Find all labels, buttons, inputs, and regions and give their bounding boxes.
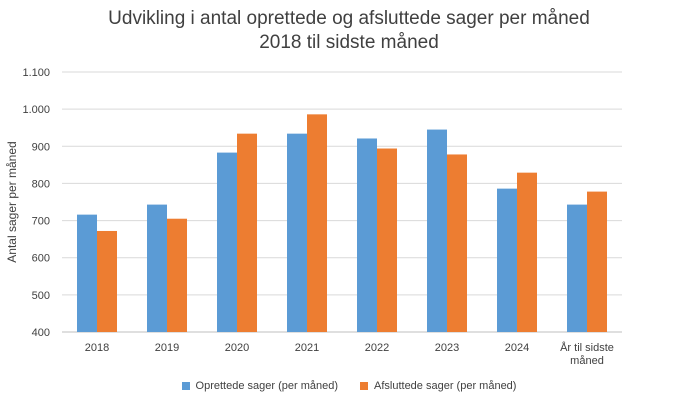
x-tick-label: 2018 (85, 342, 109, 354)
bar (237, 133, 257, 332)
legend: Oprettede sager (per måned) Afsluttede s… (0, 380, 698, 392)
y-tick-label: 900 (32, 141, 50, 153)
bar (427, 129, 447, 332)
x-tick-label: 2020 (225, 342, 249, 354)
y-tick-label: 400 (32, 327, 50, 339)
bar (567, 204, 587, 332)
bar (97, 230, 117, 332)
chart-subtitle: 2018 til sidste måned (259, 32, 439, 53)
x-tick-label: måned (570, 355, 604, 367)
y-tick-label: 700 (32, 216, 50, 228)
x-tick-label: 2022 (365, 342, 389, 354)
y-tick-label: 1.100 (22, 67, 50, 79)
x-tick-label: År til sidste (560, 341, 614, 354)
legend-swatch-afsluttede (360, 382, 368, 390)
y-tick-label: 500 (32, 290, 50, 302)
x-tick-label: 2021 (295, 342, 319, 354)
bar (517, 172, 537, 332)
legend-item-afsluttede: Afsluttede sager (per måned) (360, 380, 516, 392)
bar (77, 214, 97, 332)
legend-label-afsluttede: Afsluttede sager (per måned) (374, 380, 517, 392)
bar (217, 152, 237, 332)
y-tick-label: 600 (32, 253, 50, 265)
chart-title: Udvikling i antal oprettede og afslutted… (108, 8, 590, 29)
bar (147, 204, 167, 332)
bar (447, 154, 467, 332)
bar (167, 218, 187, 332)
bar (307, 114, 327, 332)
bar (377, 148, 397, 332)
x-tick-label: 2023 (435, 342, 459, 354)
x-tick-label: 2019 (155, 342, 179, 354)
bar (587, 191, 607, 332)
bar (287, 133, 307, 332)
bar (357, 138, 377, 332)
y-axis-title: Antal sager per måned (5, 141, 19, 262)
x-tick-label: 2024 (505, 342, 529, 354)
bar (497, 188, 517, 332)
y-tick-label: 1.000 (22, 104, 50, 116)
legend-label-oprettede: Oprettede sager (per måned) (195, 380, 338, 392)
legend-swatch-oprettede (181, 382, 190, 390)
legend-item-oprettede: Oprettede sager (per måned) (181, 380, 338, 392)
y-tick-label: 800 (32, 178, 50, 190)
